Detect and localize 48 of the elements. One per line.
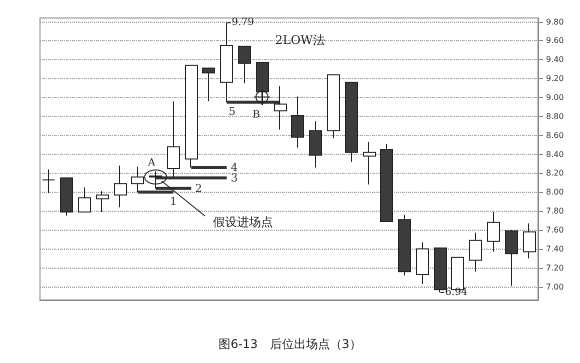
candlestick [238, 46, 251, 84]
y-tick-label: 9.00 [546, 92, 564, 102]
series-label: 2 [195, 182, 202, 195]
candlestick [96, 190, 109, 212]
y-tick-label: 7.20 [546, 263, 564, 272]
candlestick [185, 64, 198, 168]
candlestick [345, 82, 358, 162]
candlestick [42, 168, 55, 194]
y-tick-label: 8.00 [546, 188, 564, 197]
series-label: 1 [170, 195, 177, 208]
candlestick [380, 143, 393, 222]
candlestick [274, 86, 287, 130]
candlestick [167, 100, 180, 178]
y-tick-label: 8.20 [546, 168, 564, 178]
candlestick [363, 141, 376, 186]
candlestick [309, 120, 322, 168]
candlestick [416, 242, 429, 284]
candlestick [78, 186, 91, 212]
y-tick-label: 9.40 [546, 55, 564, 64]
candlestick [398, 214, 411, 276]
annotation: 9.79 [232, 17, 254, 28]
y-tick-label: 9.60 [546, 36, 564, 46]
y-tick-label: 7.80 [546, 206, 564, 216]
y-tick-label: 8.80 [546, 112, 564, 121]
y-tick-label: 7.40 [546, 244, 564, 254]
annotation: A [146, 157, 156, 168]
candlestick [523, 222, 536, 259]
candlestick [505, 229, 518, 286]
text: 图6-13 后位出场点（3） [218, 337, 362, 351]
candlestick [202, 68, 215, 102]
y-tick-label: 8.60 [546, 130, 564, 140]
candlestick [291, 96, 304, 148]
candlestick [487, 211, 500, 252]
series-label: 5 [228, 105, 236, 118]
candlestick [114, 165, 127, 208]
y-tick-label: 7.60 [546, 225, 564, 234]
annotation: 假设进场点 [213, 215, 273, 229]
annotation: B [252, 110, 260, 121]
annotation: 2LOW法 [275, 33, 325, 47]
y-tick-label: 8.40 [546, 150, 564, 159]
candlestick [469, 232, 482, 272]
y-tick-label: 9.80 [546, 17, 564, 26]
candlestick [220, 22, 233, 103]
y-tick-label: 9.20 [546, 74, 564, 84]
candlestick [434, 247, 447, 293]
y-tick-label: 7.00 [546, 282, 564, 292]
candlestick [327, 74, 340, 139]
candlestick [60, 177, 73, 216]
